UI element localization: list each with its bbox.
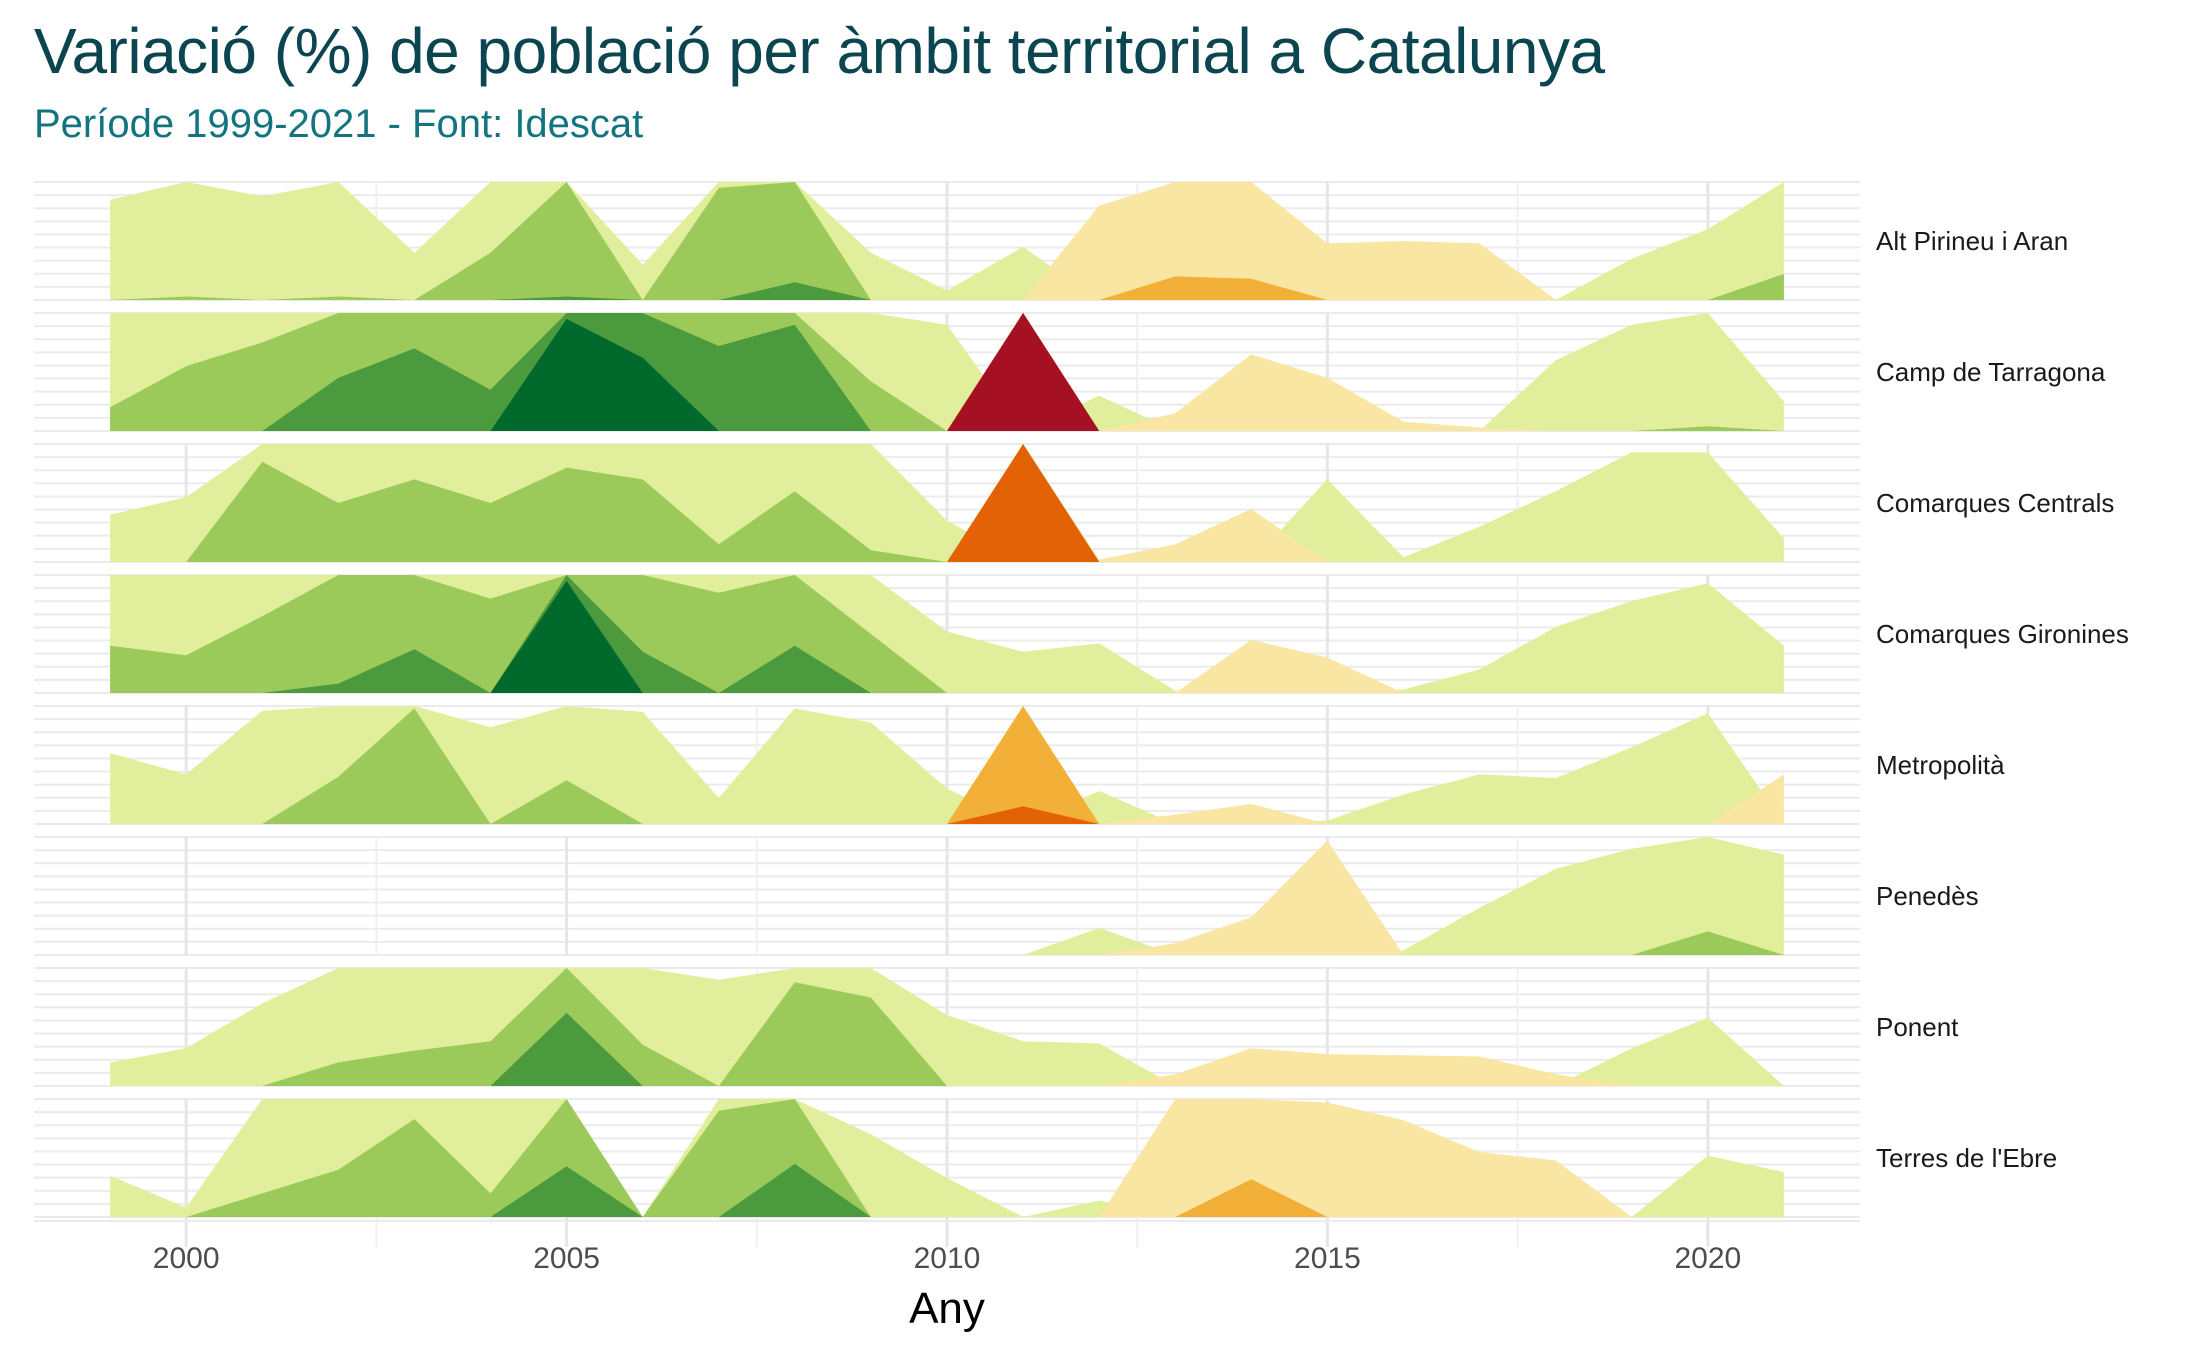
- panel-areas: [110, 706, 1784, 824]
- panel-label: Terres de l'Ebre: [1876, 1143, 2057, 1173]
- positive-band-3: [110, 1012, 1784, 1086]
- positive-band-3: [110, 1163, 1784, 1217]
- panel-label: Alt Pirineu i Aran: [1876, 226, 2068, 256]
- panel-areas: [1023, 837, 1784, 955]
- label-layer: Alt Pirineu i Aran Camp de Tarragona Comar…: [153, 226, 2129, 1275]
- panel-label: Comarques Centrals: [1876, 488, 2114, 518]
- negative-band-1: [110, 182, 1784, 300]
- x-axis-title: Any: [909, 1284, 985, 1333]
- panel-label: Penedès: [1876, 881, 1979, 911]
- positive-band-2: [110, 182, 1784, 300]
- positive-band-2: [1023, 931, 1784, 955]
- x-tick-label: 2015: [1294, 1242, 1361, 1275]
- x-tick-label: 2005: [533, 1242, 600, 1275]
- negative-band-1: [110, 313, 1784, 431]
- panel-areas: [110, 968, 1784, 1086]
- chart-subtitle: Període 1999-2021 - Font: Idescat: [34, 102, 644, 146]
- x-tick-label: 2020: [1674, 1242, 1741, 1275]
- negative-band-1: [110, 1048, 1784, 1086]
- positive-band-2: [110, 1099, 1784, 1217]
- positive-band-4: [110, 318, 1784, 431]
- x-tick-label: 2000: [153, 1242, 220, 1275]
- panel-areas: [110, 575, 1784, 693]
- panel-label: Ponent: [1876, 1012, 1959, 1042]
- panel-areas: [110, 444, 1784, 562]
- positive-band-2: [110, 461, 1784, 562]
- x-tick-label: 2010: [914, 1242, 981, 1275]
- panel-label: Comarques Gironines: [1876, 619, 2129, 649]
- panel-areas: [110, 313, 1784, 431]
- panel-label: Metropolità: [1876, 750, 2005, 780]
- negative-band-1: [110, 1099, 1784, 1217]
- panel-label: Camp de Tarragona: [1876, 357, 2106, 387]
- positive-band-4: [110, 580, 1784, 693]
- positive-band-2: [110, 708, 1784, 824]
- positive-band-1: [110, 706, 1784, 824]
- panel-areas: [110, 182, 1784, 300]
- negative-band-1: [110, 639, 1784, 693]
- panel-areas: [110, 1099, 1784, 1217]
- positive-band-1: [1023, 837, 1784, 955]
- area-layer: [110, 182, 1784, 1217]
- chart-title: Variació (%) de població per àmbit terri…: [34, 15, 1605, 87]
